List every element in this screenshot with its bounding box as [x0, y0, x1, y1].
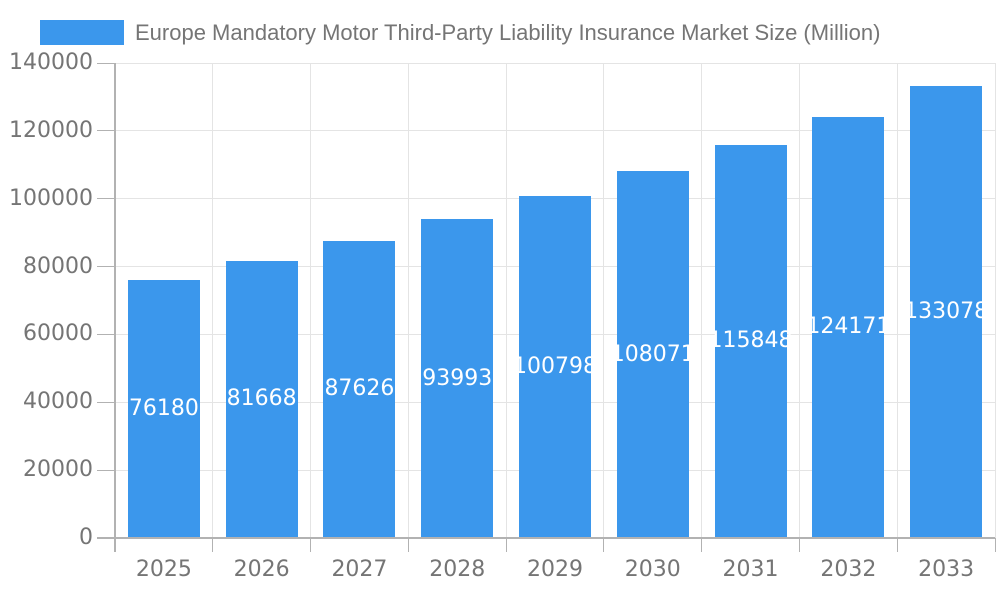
- x-gridline: [505, 63, 507, 538]
- chart-title: Europe Mandatory Motor Third-Party Liabi…: [135, 20, 881, 45]
- bar: [127, 279, 200, 538]
- x-axis-line: [97, 537, 995, 539]
- bar-value-label: 108071: [610, 341, 695, 367]
- y-axis-tick: [97, 333, 115, 335]
- bar-value-label: 93993: [422, 365, 493, 391]
- legend-swatch: [40, 20, 124, 45]
- x-gridline: [407, 63, 409, 538]
- y-axis-tick: [97, 198, 115, 200]
- x-axis-tick: [994, 538, 996, 552]
- x-gridline: [310, 63, 312, 538]
- x-axis-tick-label: 2030: [624, 557, 681, 582]
- bar-value-label: 87626: [324, 376, 395, 402]
- x-axis-tick-label: 2032: [820, 557, 877, 582]
- x-gridline: [798, 63, 800, 538]
- y-axis-tick-label: 120000: [9, 117, 93, 143]
- bar: [519, 196, 591, 538]
- x-axis-tick-label: 2027: [331, 557, 388, 582]
- x-axis-tick: [114, 538, 116, 552]
- x-axis-tick-label: 2029: [527, 557, 583, 582]
- x-axis-tick: [701, 538, 703, 552]
- x-axis-tick: [310, 538, 312, 552]
- y-axis-tick-label: 20000: [23, 457, 93, 483]
- x-axis-tick-label: 2026: [233, 557, 290, 582]
- y-axis-tick: [97, 401, 115, 403]
- x-axis-tick-label: 2025: [135, 557, 192, 582]
- bar-value-label: 81668: [226, 386, 297, 412]
- y-axis-tick: [97, 130, 115, 132]
- y-axis-tick: [97, 469, 115, 471]
- y-axis-tick-label: 0: [79, 525, 93, 550]
- x-axis-tick: [896, 538, 898, 552]
- bar: [421, 219, 494, 538]
- y-axis-tick: [97, 62, 115, 64]
- x-gridline: [701, 63, 703, 538]
- y-axis-tick-label: 100000: [9, 185, 93, 211]
- bar: [616, 171, 689, 538]
- y-axis-tick-label: 80000: [23, 253, 93, 279]
- x-gridline: [603, 63, 605, 538]
- y-axis-tick-label: 140000: [9, 50, 93, 75]
- x-gridline: [994, 63, 996, 538]
- bar: [714, 144, 787, 538]
- bar-value-label: 124171: [806, 314, 891, 340]
- bar: [323, 240, 396, 538]
- y-gridline: [115, 130, 995, 132]
- y-gridline: [115, 62, 995, 64]
- bar-value-label: 115848: [708, 328, 793, 354]
- x-axis-tick: [798, 538, 800, 552]
- x-axis-tick: [603, 538, 605, 552]
- bar: [225, 260, 298, 538]
- y-axis-tick-label: 40000: [23, 389, 93, 415]
- x-axis-tick-label: 2028: [429, 557, 486, 582]
- bar-value-label: 133078: [904, 299, 989, 325]
- x-gridline: [896, 63, 898, 538]
- y-axis-tick: [97, 266, 115, 268]
- bar-value-label: 76180: [128, 395, 199, 421]
- bar: [910, 86, 983, 538]
- x-axis-tick-label: 2033: [918, 557, 975, 582]
- x-axis-tick-label: 2031: [722, 557, 779, 582]
- y-axis-line: [114, 63, 116, 552]
- bar-value-label: 100798: [513, 354, 597, 379]
- y-axis-tick-label: 60000: [23, 321, 93, 347]
- bar: [812, 116, 885, 538]
- x-axis-tick: [212, 538, 214, 552]
- x-axis-tick: [505, 538, 507, 552]
- x-axis-tick: [407, 538, 409, 552]
- x-gridline: [212, 63, 214, 538]
